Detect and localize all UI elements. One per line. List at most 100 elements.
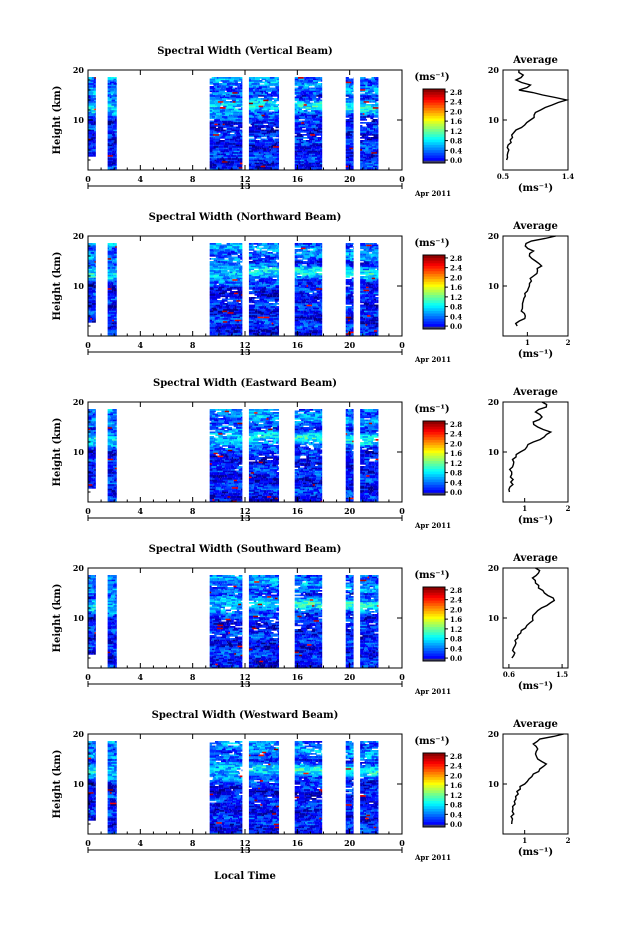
heatmap-cell bbox=[255, 288, 261, 290]
heatmap-cell bbox=[371, 333, 375, 335]
heatmap-cell bbox=[252, 255, 257, 257]
heatmap-cell bbox=[215, 89, 219, 91]
heatmap-cell bbox=[113, 495, 116, 497]
heatmap-cell bbox=[264, 118, 269, 120]
heatmap-cell bbox=[301, 142, 304, 144]
heatmap-cell bbox=[261, 166, 266, 168]
heatmap-cell bbox=[210, 163, 215, 165]
heatmap-cell bbox=[251, 318, 256, 320]
heatmap-cell bbox=[350, 293, 353, 295]
heatmap-cell bbox=[230, 79, 234, 81]
heatmap-cell bbox=[278, 254, 279, 256]
heatmap-cell bbox=[214, 258, 217, 260]
heatmap-cell bbox=[223, 267, 227, 269]
heatmap-cell bbox=[115, 118, 117, 120]
heatmap-cell bbox=[320, 118, 322, 120]
heatmap-cell bbox=[300, 115, 305, 117]
heatmap-cell bbox=[316, 122, 319, 124]
heatmap-cell bbox=[316, 103, 322, 105]
heatmap-cell bbox=[273, 285, 276, 287]
heatmap-cell bbox=[314, 148, 319, 150]
heatmap-cell bbox=[270, 95, 274, 97]
heatmap-cell bbox=[352, 101, 354, 103]
heatmap-cell bbox=[88, 267, 92, 269]
heatmap-cell bbox=[258, 128, 261, 130]
heatmap-cell bbox=[302, 134, 306, 136]
heatmap-cell bbox=[346, 140, 350, 142]
heatmap-cell bbox=[249, 293, 253, 295]
heatmap-cell bbox=[222, 85, 224, 87]
heatmap-cell bbox=[365, 284, 368, 286]
heatmap-cell bbox=[367, 317, 370, 319]
heatmap-cell bbox=[265, 290, 267, 292]
heatmap-cell bbox=[236, 142, 238, 144]
heatmap-cell bbox=[305, 115, 311, 117]
heatmap-cell bbox=[108, 86, 112, 88]
heatmap-cell bbox=[88, 112, 92, 114]
heatmap-cell bbox=[88, 243, 93, 245]
heatmap-cell bbox=[278, 95, 279, 97]
heatmap-cell bbox=[301, 332, 305, 334]
heatmap-cell bbox=[259, 270, 261, 272]
heatmap-cell bbox=[295, 276, 297, 278]
heatmap-cell bbox=[262, 311, 267, 313]
heatmap-cell bbox=[266, 163, 270, 165]
heatmap-cell bbox=[210, 146, 214, 148]
heatmap-cell bbox=[256, 248, 261, 250]
heatmap-cell bbox=[233, 103, 237, 105]
heatmap-cell bbox=[224, 85, 226, 87]
heatmap-cell bbox=[235, 297, 239, 299]
heatmap-cell bbox=[316, 317, 322, 319]
heatmap-cell bbox=[108, 417, 111, 419]
heatmap-cell bbox=[93, 293, 96, 295]
heatmap-cell bbox=[316, 80, 320, 82]
heatmap-cell bbox=[110, 418, 113, 420]
heatmap-cell bbox=[274, 284, 279, 286]
heatmap-cell bbox=[232, 326, 237, 328]
heatmap-cell bbox=[299, 92, 302, 94]
heatmap-cell bbox=[115, 110, 117, 112]
heatmap-cell bbox=[365, 257, 371, 259]
heatmap-cell bbox=[240, 137, 242, 139]
heatmap-cell bbox=[108, 436, 112, 438]
heatmap-cell bbox=[346, 112, 350, 114]
heatmap-cell bbox=[374, 300, 377, 302]
heatmap-cell bbox=[346, 263, 351, 265]
heatmap-cell bbox=[278, 145, 279, 147]
heatmap-cell bbox=[227, 143, 233, 145]
heatmap-cell bbox=[213, 285, 215, 287]
heatmap-cell bbox=[252, 254, 255, 256]
heatmap-cell bbox=[369, 140, 375, 142]
profile-frame bbox=[503, 70, 568, 170]
heatmap-cell bbox=[210, 255, 216, 257]
heatmap-cell bbox=[111, 297, 113, 299]
heatmap-cell bbox=[261, 255, 263, 257]
heatmap-cell bbox=[363, 146, 366, 148]
heatmap-cell bbox=[114, 423, 116, 425]
heatmap-cell bbox=[276, 257, 279, 259]
heatmap-cell bbox=[267, 131, 273, 133]
heatmap-cell bbox=[221, 248, 224, 250]
heatmap-cell bbox=[320, 251, 322, 253]
heatmap-cell bbox=[238, 260, 240, 262]
heatmap-cell bbox=[112, 131, 115, 133]
heatmap-cell bbox=[295, 281, 297, 283]
colorbar-tick-label: 2.0 bbox=[450, 273, 462, 282]
heatmap-cell bbox=[227, 106, 233, 108]
heatmap-cell bbox=[295, 287, 299, 289]
heatmap-cell bbox=[270, 155, 272, 157]
heatmap-cell bbox=[109, 143, 111, 145]
heatmap-cell bbox=[251, 278, 257, 280]
heatmap-cell bbox=[259, 91, 263, 93]
heatmap-cell bbox=[216, 98, 222, 100]
heatmap-cell bbox=[254, 300, 257, 302]
heatmap-cell bbox=[308, 85, 310, 87]
heatmap-cell bbox=[115, 460, 117, 462]
heatmap-cell bbox=[269, 83, 274, 85]
heatmap-cell bbox=[272, 101, 276, 103]
heatmap-cell bbox=[268, 121, 271, 123]
heatmap-cell bbox=[304, 161, 306, 163]
heatmap-cell bbox=[254, 124, 257, 126]
heatmap-cell bbox=[217, 276, 223, 278]
heatmap-cell bbox=[257, 315, 263, 317]
